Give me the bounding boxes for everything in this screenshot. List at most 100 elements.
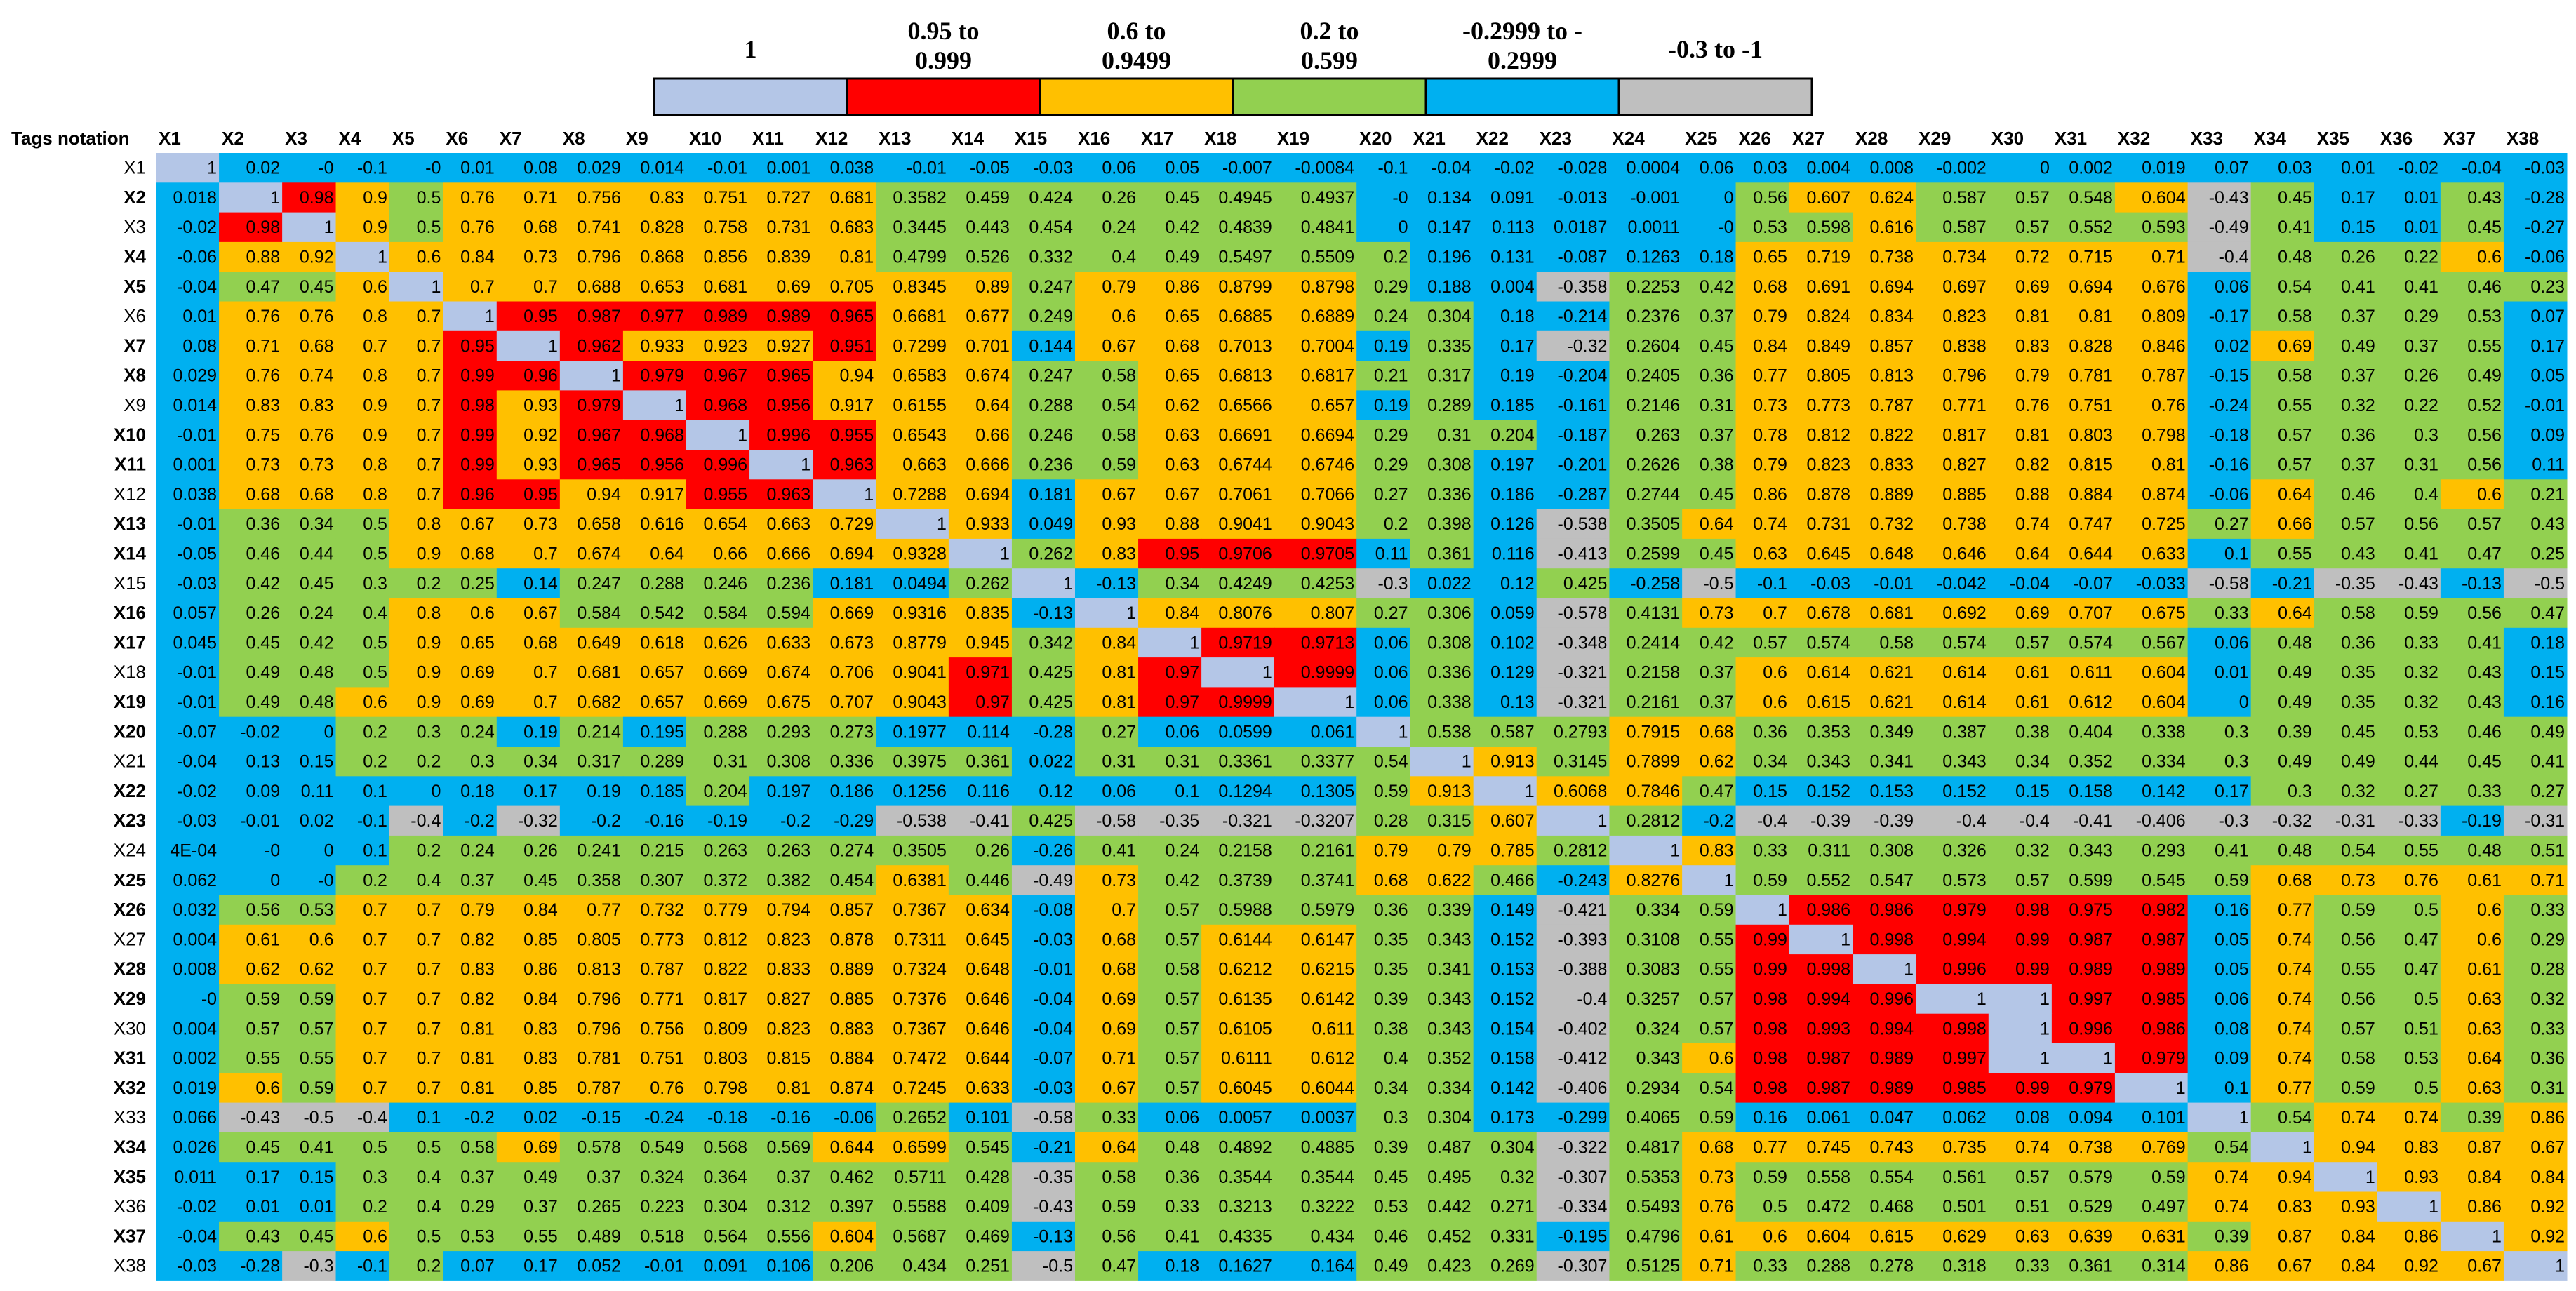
cell-value: -0.31 bbox=[2525, 811, 2565, 831]
cell-value: 0.02 bbox=[246, 159, 280, 178]
cell-value: 0.7 bbox=[417, 485, 441, 504]
cell-value: 0.41 bbox=[2215, 841, 2249, 861]
cell-value: 0.4253 bbox=[1301, 574, 1354, 594]
cell-value: 0.454 bbox=[1029, 218, 1073, 237]
cell-value: -0.4 bbox=[2219, 248, 2249, 267]
heatmap-cell bbox=[1682, 272, 1737, 302]
heatmap-cell bbox=[443, 153, 498, 183]
heatmap-cell bbox=[156, 301, 220, 332]
cell-value: 0.01 bbox=[2404, 188, 2438, 208]
cell-value: 0.51 bbox=[2530, 841, 2565, 861]
heatmap-cell bbox=[1074, 153, 1139, 183]
cell-value: 0.8799 bbox=[1218, 277, 1272, 297]
column-header: X29 bbox=[1918, 128, 1951, 149]
cell-value: 0.6 bbox=[470, 603, 495, 623]
cell-value: 0.56 bbox=[2467, 425, 2502, 445]
cell-value: 0.57 bbox=[246, 1019, 280, 1038]
cell-value: 0.6566 bbox=[1218, 396, 1272, 415]
cell-value: 0.2 bbox=[417, 752, 441, 772]
cell-value: 0.4 bbox=[417, 1168, 441, 1187]
cell-value: 0.265 bbox=[577, 1197, 621, 1217]
cell-value: -0.43 bbox=[240, 1108, 280, 1128]
cell-value: -0.07 bbox=[1033, 1049, 1073, 1069]
column-header: X35 bbox=[2317, 128, 2349, 149]
cell-value: 0.83 bbox=[1102, 544, 1136, 564]
cell-value: 0.335 bbox=[1427, 336, 1471, 356]
cell-value: 0.23 bbox=[2530, 277, 2565, 297]
cell-value: 0.95 bbox=[523, 307, 558, 326]
cell-value: 0.343 bbox=[1636, 1049, 1681, 1069]
cell-value: 0.26 bbox=[2341, 248, 2375, 267]
heatmap-cell bbox=[2440, 241, 2504, 272]
cell-value: 0.771 bbox=[1942, 396, 1987, 415]
cell-value: -0.214 bbox=[1558, 307, 1608, 326]
heatmap-cell bbox=[1011, 272, 1076, 302]
cell-value: 0.24 bbox=[460, 722, 495, 742]
cell-value: 0.574 bbox=[2069, 633, 2113, 653]
cell-value: 0.4817 bbox=[1627, 1138, 1680, 1158]
cell-value: 0.996 bbox=[1942, 960, 1987, 979]
cell-value: 0.846 bbox=[2142, 336, 2186, 356]
cell-value: 0.57 bbox=[2015, 188, 2050, 208]
cell-value: 0.7 bbox=[417, 307, 441, 326]
cell-value: 0.49 bbox=[2278, 663, 2312, 683]
cell-value: 0.2376 bbox=[1627, 307, 1680, 326]
heatmap-cell bbox=[1682, 182, 1737, 213]
cell-value: 0.4065 bbox=[1627, 1108, 1680, 1128]
cell-value: 0.84 bbox=[523, 900, 558, 920]
row-label: X17 bbox=[114, 631, 146, 653]
cell-value: -0.07 bbox=[177, 722, 217, 742]
heatmap-cell bbox=[1356, 212, 1411, 243]
heatmap-cell bbox=[948, 153, 1013, 183]
heatmap-cell bbox=[1853, 301, 1916, 332]
cell-value: -0.13 bbox=[1033, 603, 1073, 623]
cell-value: 0.11 bbox=[2532, 455, 2565, 475]
cell-value: 0.8 bbox=[363, 366, 387, 386]
cell-value: 0.55 bbox=[1700, 960, 1734, 979]
cell-value: 0.5 bbox=[417, 188, 441, 208]
cell-value: 0.751 bbox=[703, 188, 747, 208]
cell-value: 0.73 bbox=[1753, 396, 1787, 415]
cell-value: 0.15 bbox=[300, 752, 334, 772]
heatmap-cell bbox=[219, 301, 283, 332]
cell-value: 0.26 bbox=[523, 841, 558, 861]
cell-value: 0.032 bbox=[173, 900, 217, 920]
cell-value: 0.5 bbox=[2414, 1078, 2438, 1098]
cell-value: 0.798 bbox=[703, 1078, 747, 1098]
heatmap-cell bbox=[876, 272, 949, 302]
cell-value: 0.81 bbox=[1102, 693, 1136, 712]
heatmap-cell bbox=[1916, 301, 1989, 332]
cell-value: 0.49 bbox=[246, 693, 280, 712]
heatmap-cell bbox=[1789, 241, 1853, 272]
cell-value: 0.27 bbox=[1374, 485, 1408, 504]
cell-value: 0.019 bbox=[173, 1078, 217, 1098]
cell-value: 0.31 bbox=[1437, 425, 1471, 445]
cell-value: 0.53 bbox=[2404, 722, 2438, 742]
cell-value: 0.573 bbox=[1942, 871, 1987, 890]
cell-value: 0.047 bbox=[1870, 1108, 1914, 1128]
cell-value: -0.1 bbox=[1757, 574, 1787, 594]
cell-value: 0.293 bbox=[2142, 841, 2186, 861]
cell-value: 0.6215 bbox=[1301, 960, 1354, 979]
cell-value: 0.45 bbox=[2341, 722, 2375, 742]
cell-value: 0.17 bbox=[1500, 336, 1535, 356]
cell-value: 0.796 bbox=[577, 989, 621, 1009]
cell-value: 0.26 bbox=[1102, 188, 1136, 208]
cell-value: 0.197 bbox=[1490, 455, 1535, 475]
cell-value: 0.173 bbox=[1490, 1108, 1535, 1128]
cell-value: 0.81 bbox=[460, 1019, 495, 1038]
cell-value: -0.21 bbox=[2272, 574, 2312, 594]
column-header: X15 bbox=[1015, 128, 1047, 149]
heatmap-cell bbox=[749, 212, 813, 243]
cell-value: 0.84 bbox=[2530, 1168, 2565, 1187]
heatmap-cell bbox=[686, 212, 750, 243]
column-header: X26 bbox=[1739, 128, 1771, 149]
cell-value: 0.195 bbox=[640, 722, 684, 742]
cell-value: 0.76 bbox=[460, 188, 495, 208]
cell-value: 0.59 bbox=[300, 989, 334, 1009]
heatmap-cell bbox=[389, 272, 443, 302]
heatmap-cell bbox=[2187, 241, 2252, 272]
cell-value: 0.101 bbox=[966, 1108, 1010, 1128]
cell-value: 0.7899 bbox=[1627, 752, 1680, 772]
cell-value: -0.39 bbox=[1874, 811, 1914, 831]
